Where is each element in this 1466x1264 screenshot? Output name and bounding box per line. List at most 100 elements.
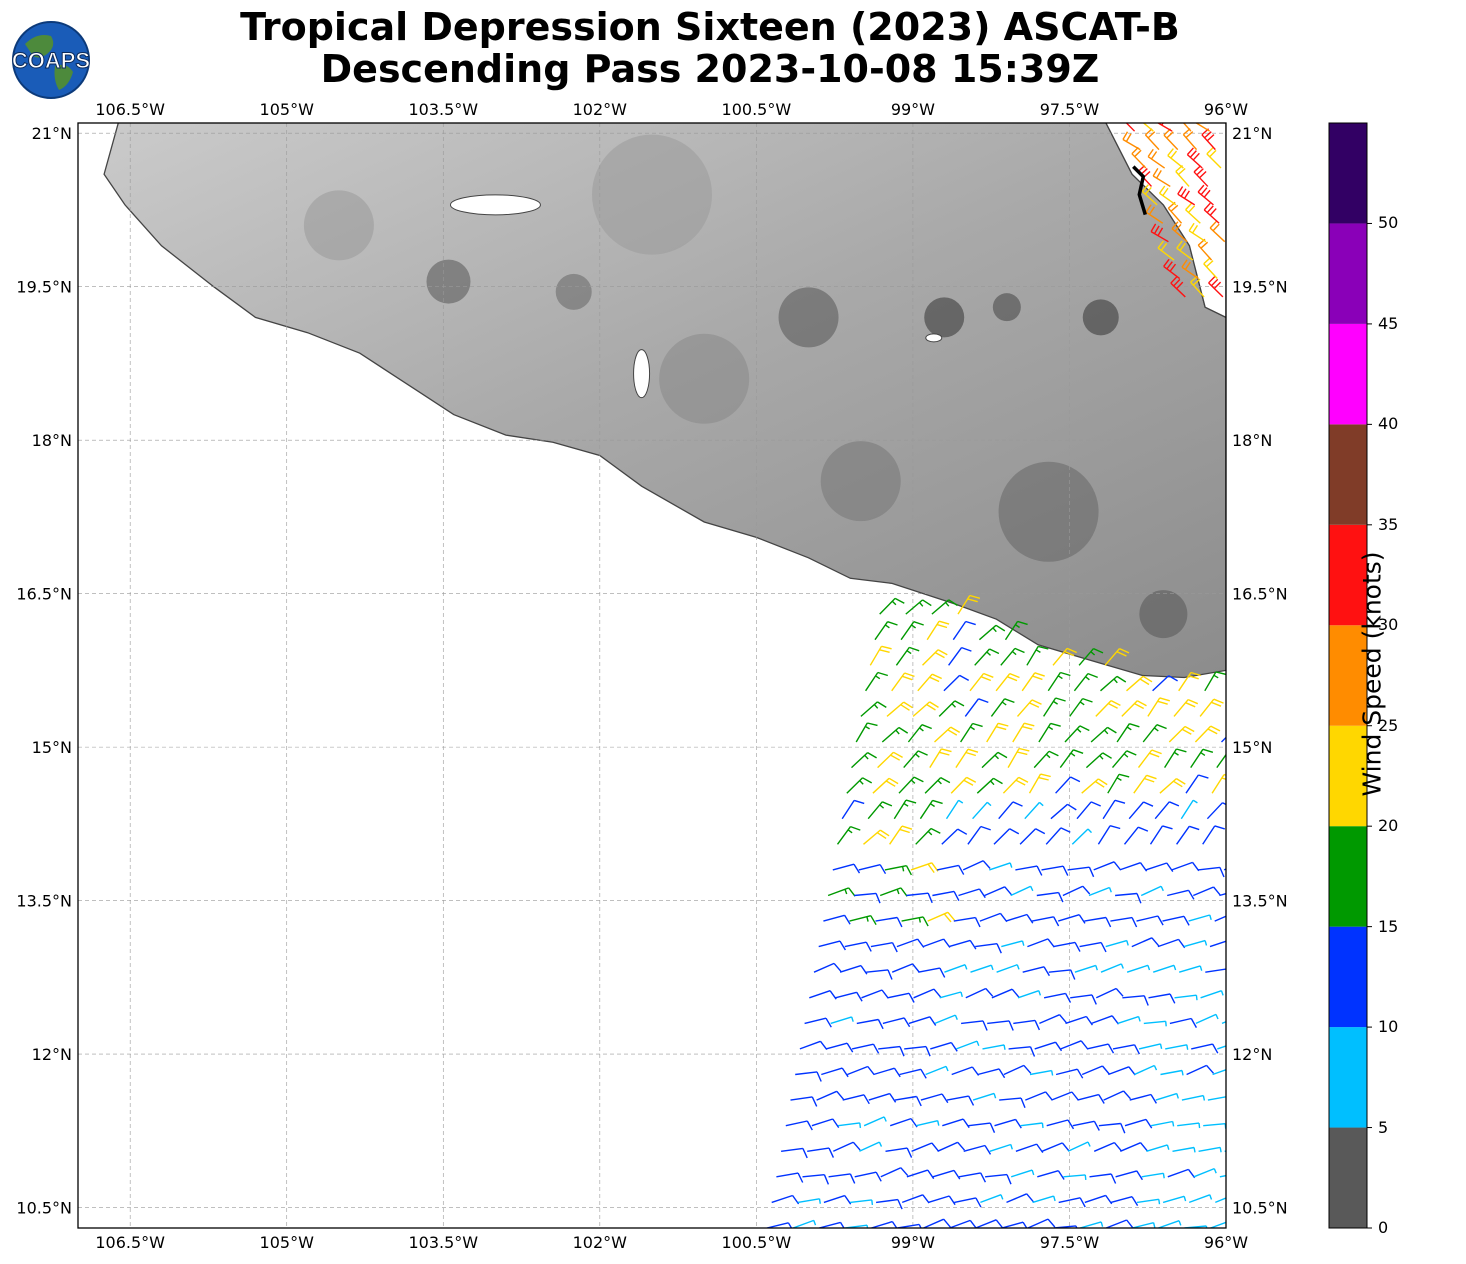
lat-tick-label-left: 13.5°N	[16, 892, 72, 911]
wind-barb	[863, 1116, 887, 1127]
wind-barb	[858, 864, 887, 875]
wind-barb	[920, 1093, 949, 1104]
wind-barb	[894, 1095, 922, 1107]
wind-barb	[851, 751, 877, 769]
wind-barb	[1112, 1044, 1141, 1055]
wind-barb	[816, 1090, 845, 1101]
wind-barb	[785, 1120, 813, 1131]
wind-barb	[1207, 1096, 1226, 1101]
axis-tick-labels: 106.5°W 106.5°W 105°W 105°W 103.5°W 103.5°W 10…	[16, 100, 1287, 1252]
wind-barb	[1133, 774, 1157, 794]
wind-barb	[1191, 1043, 1219, 1054]
wind-barb	[931, 599, 958, 615]
wind-barb	[1197, 866, 1225, 878]
wind-barb	[1129, 1093, 1157, 1104]
wind-barb	[1079, 941, 1107, 953]
wind-barb	[987, 1020, 1014, 1031]
wind-barb	[1081, 1065, 1110, 1076]
wind-barb	[1123, 826, 1149, 845]
wind-barb	[1158, 185, 1177, 206]
wind-barb	[839, 964, 868, 975]
wind-barb	[922, 938, 951, 948]
lat-tick-label-left: 16.5°N	[16, 585, 72, 604]
colorbar-tick-label: 35	[1378, 514, 1399, 534]
wind-barb	[916, 1120, 940, 1127]
wind-barb	[1079, 1221, 1104, 1228]
wind-barb	[975, 943, 1002, 954]
wind-barb	[872, 777, 899, 794]
lon-tick-label-bottom: 100.5°W	[722, 1233, 792, 1252]
wind-barb	[1223, 868, 1226, 871]
wind-barb	[994, 1118, 1022, 1129]
wind-barb	[970, 964, 994, 973]
wind-barb	[1180, 799, 1198, 820]
wind-barb	[1149, 825, 1173, 845]
wind-barb	[972, 801, 992, 820]
wind-barb	[1025, 1091, 1053, 1101]
wind-barb	[1091, 1015, 1120, 1025]
wind-barb	[876, 1198, 903, 1210]
wind-barb	[895, 646, 920, 666]
wind-barb	[1053, 941, 1081, 952]
wind-barb	[1028, 773, 1051, 794]
wind-barb	[1152, 964, 1177, 973]
lat-tick-label-right: 12°N	[1232, 1045, 1272, 1064]
colorbar-bin	[1329, 625, 1367, 726]
wind-barb	[955, 748, 979, 768]
wind-barb	[835, 991, 863, 1002]
wind-barb	[1120, 1142, 1148, 1152]
wind-barb	[1048, 969, 1076, 980]
wind-barb	[766, 1222, 793, 1228]
wind-barb	[942, 1118, 970, 1129]
wind-barb	[1063, 1174, 1087, 1180]
wind-barb	[1097, 825, 1121, 845]
wind-barb	[1017, 990, 1042, 999]
wind-barb	[807, 1147, 835, 1158]
wind-barb	[1155, 1092, 1179, 1101]
wind-barb	[934, 1014, 958, 1025]
wind-barb	[1134, 1064, 1158, 1076]
wind-barb	[1204, 671, 1226, 692]
wind-barb	[1156, 123, 1173, 132]
wind-barb	[1210, 1221, 1226, 1228]
wind-barb	[1004, 620, 1028, 641]
wind-barb	[969, 672, 994, 692]
colorbar-tick-label: 20	[1378, 816, 1399, 836]
wind-barb	[1027, 1218, 1056, 1228]
wind-barb	[1200, 990, 1224, 999]
wind-barb	[1157, 240, 1175, 261]
wind-barb	[1142, 724, 1167, 743]
wind-barb	[1195, 123, 1211, 132]
wind-barb	[948, 939, 977, 950]
wind-barb	[1090, 726, 1117, 743]
wind-barb	[946, 1095, 975, 1106]
wind-barb	[1088, 886, 1112, 897]
wind-barb	[792, 1219, 817, 1228]
wind-barb	[1219, 1174, 1226, 1178]
lon-tick-label-bottom: 105°W	[260, 1233, 315, 1252]
wind-barb	[968, 1122, 996, 1133]
wind-barb	[1059, 749, 1084, 769]
wind-barb	[1043, 992, 1072, 1003]
wind-barb	[905, 599, 932, 615]
wind-barb	[906, 1169, 935, 1180]
wind-barb	[1031, 916, 1060, 927]
wind-barb	[1052, 647, 1077, 666]
wind-barb	[991, 988, 1020, 999]
lon-tick-label-bottom: 99°W	[891, 1233, 935, 1252]
wind-barb	[849, 1199, 874, 1205]
wind-barb	[1070, 994, 1097, 1005]
wind-barb	[1071, 828, 1093, 845]
wind-barb	[827, 887, 856, 897]
wind-barb	[1110, 916, 1138, 928]
wind-barb	[1102, 799, 1126, 820]
wind-barb	[1015, 865, 1043, 876]
wind-barb	[1085, 752, 1112, 769]
lat-tick-label-right: 21°N	[1232, 124, 1272, 143]
lat-tick-label-left: 12°N	[32, 1045, 72, 1064]
wind-barb	[974, 648, 1000, 666]
wind-barb	[961, 1020, 988, 1031]
wind-barb	[821, 1067, 849, 1078]
wind-barb	[930, 1041, 958, 1052]
wind-barb	[1221, 736, 1226, 743]
